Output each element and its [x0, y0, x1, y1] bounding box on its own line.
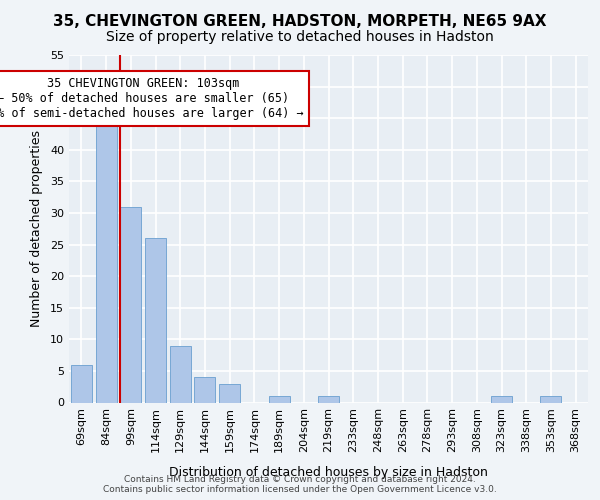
Bar	[318, 396, 339, 402]
Bar	[194, 377, 215, 402]
Text: Contains HM Land Registry data © Crown copyright and database right 2024.
Contai: Contains HM Land Registry data © Crown c…	[103, 474, 497, 494]
Bar	[269, 396, 290, 402]
Bar	[120, 206, 141, 402]
Y-axis label: Number of detached properties: Number of detached properties	[30, 130, 43, 327]
Bar	[170, 346, 191, 403]
Bar	[95, 112, 116, 403]
Bar	[219, 384, 240, 402]
Bar	[145, 238, 166, 402]
Text: Size of property relative to detached houses in Hadston: Size of property relative to detached ho…	[106, 30, 494, 44]
X-axis label: Distribution of detached houses by size in Hadston: Distribution of detached houses by size …	[169, 466, 488, 479]
Bar	[71, 364, 92, 403]
Bar	[491, 396, 512, 402]
Text: 35 CHEVINGTON GREEN: 103sqm
← 50% of detached houses are smaller (65)
50% of sem: 35 CHEVINGTON GREEN: 103sqm ← 50% of det…	[0, 77, 304, 120]
Bar	[541, 396, 562, 402]
Text: 35, CHEVINGTON GREEN, HADSTON, MORPETH, NE65 9AX: 35, CHEVINGTON GREEN, HADSTON, MORPETH, …	[53, 14, 547, 29]
